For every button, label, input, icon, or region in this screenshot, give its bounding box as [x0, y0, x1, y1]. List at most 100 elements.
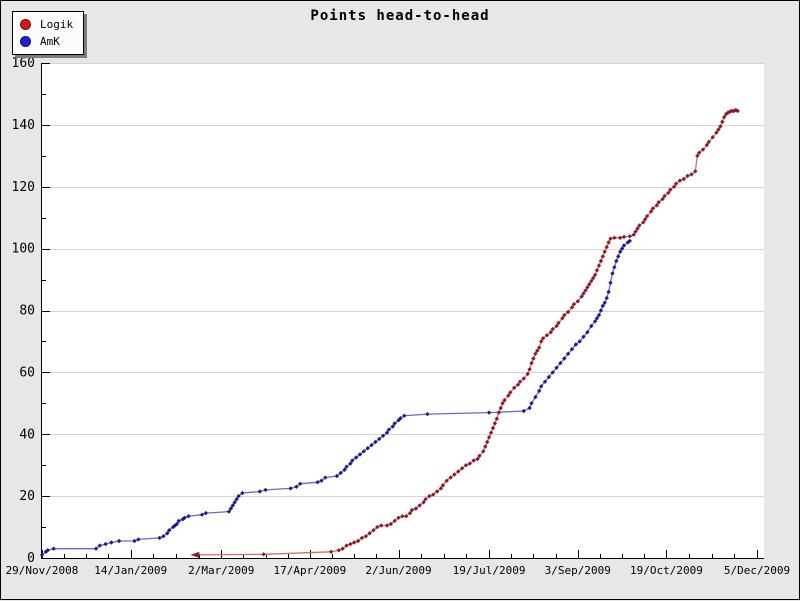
x-tick-label: 5/Dec/2009 — [724, 564, 790, 577]
legend-item-amk: AmK — [20, 33, 73, 50]
data-point-marker — [467, 461, 472, 466]
data-point-marker — [685, 173, 690, 179]
data-point-marker — [203, 510, 208, 516]
data-point-marker — [525, 371, 530, 377]
data-point-marker — [531, 356, 536, 361]
data-point-marker — [240, 490, 245, 496]
data-point-marker — [695, 153, 700, 158]
x-tick-label: 29/Nov/2008 — [6, 564, 79, 577]
data-point-marker — [515, 382, 521, 387]
data-point-marker — [136, 537, 141, 542]
data-point-marker — [116, 538, 122, 544]
data-point-marker — [614, 258, 619, 264]
data-point-marker — [631, 232, 636, 237]
data-point-marker — [643, 217, 648, 222]
data-point-marker — [51, 546, 56, 551]
data-point-marker — [180, 517, 185, 522]
data-point-marker — [367, 531, 372, 536]
data-point-marker — [533, 351, 538, 356]
data-point-marker — [407, 510, 413, 516]
data-point-marker — [413, 506, 419, 511]
data-point-marker — [621, 234, 627, 240]
data-point-marker — [502, 398, 507, 403]
data-point-marker — [298, 481, 303, 486]
x-tick-label: 3/Sep/2009 — [545, 564, 611, 577]
data-point-marker — [161, 534, 166, 539]
data-point-marker — [392, 518, 397, 524]
data-point-marker — [342, 467, 347, 472]
data-point-marker — [396, 515, 401, 520]
data-point-marker — [724, 111, 729, 117]
data-point-marker — [463, 463, 469, 468]
data-point-marker — [529, 360, 534, 366]
data-point-marker — [512, 385, 517, 390]
data-point-marker — [390, 424, 395, 429]
data-point-marker — [421, 500, 426, 505]
data-point-marker — [386, 427, 392, 432]
logik-series-dot-icon — [20, 19, 31, 30]
data-point-marker — [369, 442, 374, 448]
data-point-marker — [199, 512, 205, 517]
data-point-marker — [648, 209, 654, 214]
data-point-marker — [539, 384, 544, 389]
data-point-marker — [45, 548, 50, 553]
chart-title: Points head-to-head — [310, 8, 490, 24]
data-point-marker — [654, 203, 659, 208]
x-axis: 29/Nov/2008 14/Jan/2009 2/Mar/2009 17/Apr/2… — [6, 550, 790, 577]
data-point-marker — [725, 110, 731, 115]
legend-box: Logik AmK — [12, 11, 85, 55]
data-point-marker — [236, 493, 241, 499]
data-point-marker — [340, 546, 345, 551]
data-point-marker — [427, 493, 432, 499]
data-point-marker — [535, 348, 540, 353]
data-point-marker — [656, 200, 661, 205]
data-point-marker — [598, 258, 604, 264]
data-point-marker — [174, 521, 180, 527]
legend-item-logik: Logik — [20, 16, 73, 33]
data-point-marker — [604, 244, 609, 250]
data-point-marker — [402, 413, 407, 418]
series-logik — [190, 107, 740, 558]
data-point-marker — [167, 528, 172, 533]
data-point-marker — [490, 425, 496, 431]
data-point-marker — [539, 339, 544, 344]
data-point-marker — [716, 127, 721, 132]
data-point-marker — [621, 243, 627, 248]
data-point-marker — [689, 172, 694, 177]
data-point-marker — [444, 478, 449, 483]
data-point-marker — [230, 503, 235, 508]
data-point-marker — [575, 299, 580, 304]
data-point-marker — [594, 268, 600, 273]
data-point-marker — [660, 196, 665, 202]
data-point-marker — [612, 235, 617, 240]
data-point-marker — [438, 486, 444, 491]
data-point-marker — [93, 546, 99, 551]
data-point-marker — [506, 393, 511, 398]
data-point-marker — [600, 254, 605, 259]
y-tick-label: 60 — [19, 365, 35, 380]
data-point-marker — [132, 538, 137, 544]
data-point-marker — [232, 500, 237, 505]
data-point-marker — [496, 410, 501, 415]
data-point-marker — [546, 374, 552, 380]
data-point-marker — [591, 275, 596, 281]
data-point-marker — [720, 119, 725, 124]
data-point-marker — [103, 541, 108, 547]
data-point-marker — [423, 497, 428, 502]
data-point-marker — [517, 379, 523, 384]
legend-label-logik: Logik — [40, 18, 74, 31]
data-point-marker — [348, 541, 353, 547]
data-point-marker — [350, 458, 355, 463]
data-point-marker — [263, 487, 268, 493]
y-tick-label: 0 — [27, 551, 35, 566]
data-point-marker — [585, 285, 590, 290]
data-point-marker — [540, 336, 546, 341]
data-point-marker — [581, 291, 586, 296]
data-point-marker — [618, 249, 623, 254]
data-point-marker — [43, 549, 49, 554]
data-point-marker — [375, 524, 380, 530]
data-point-marker — [644, 213, 650, 219]
data-point-marker — [315, 480, 320, 485]
data-point-marker — [400, 514, 405, 519]
